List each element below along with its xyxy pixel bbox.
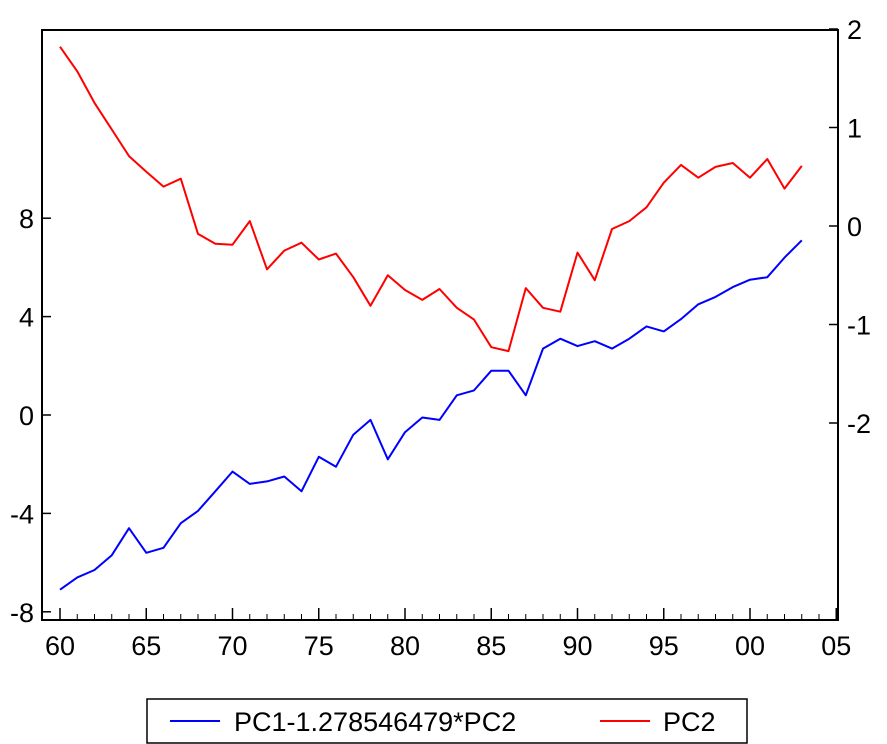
left-tick-label: 4 [19, 303, 34, 333]
left-y-axis: -8 -4 0 4 8 [10, 204, 51, 628]
x-tick-label: 05 [821, 631, 851, 661]
x-tick-label: 00 [735, 631, 765, 661]
left-tick-label: 0 [19, 401, 34, 431]
right-tick-label: 2 [847, 15, 862, 45]
x-tick-label: 85 [476, 631, 506, 661]
x-tick-label: 95 [649, 631, 679, 661]
legend-label-pc2: PC2 [663, 707, 716, 737]
plot-frame [41, 29, 839, 621]
x-tick-label: 75 [304, 631, 334, 661]
left-tick-label: -4 [10, 499, 34, 529]
left-tick-label: -8 [10, 598, 34, 628]
x-tick-label: 70 [217, 631, 247, 661]
right-tick-label: -1 [847, 311, 871, 341]
x-tick-label: 60 [45, 631, 75, 661]
legend-label-pc1-combo: PC1-1.278546479*PC2 [234, 707, 516, 737]
x-tick-label: 65 [131, 631, 161, 661]
x-tick-label: 90 [562, 631, 592, 661]
left-tick-label: 8 [19, 204, 34, 234]
x-axis: 60 65 70 75 80 85 90 95 00 05 [45, 608, 851, 661]
right-tick-label: -2 [847, 409, 871, 439]
right-tick-label: 0 [847, 212, 862, 242]
legend: PC1-1.278546479*PC2 PC2 [146, 698, 748, 744]
series-layer [59, 46, 803, 591]
right-tick-label: 1 [847, 114, 862, 144]
x-tick-label: 80 [390, 631, 420, 661]
series-line-0 [59, 239, 803, 591]
right-y-axis: -2 -1 0 1 2 [829, 15, 871, 439]
series-line-1 [59, 46, 803, 353]
